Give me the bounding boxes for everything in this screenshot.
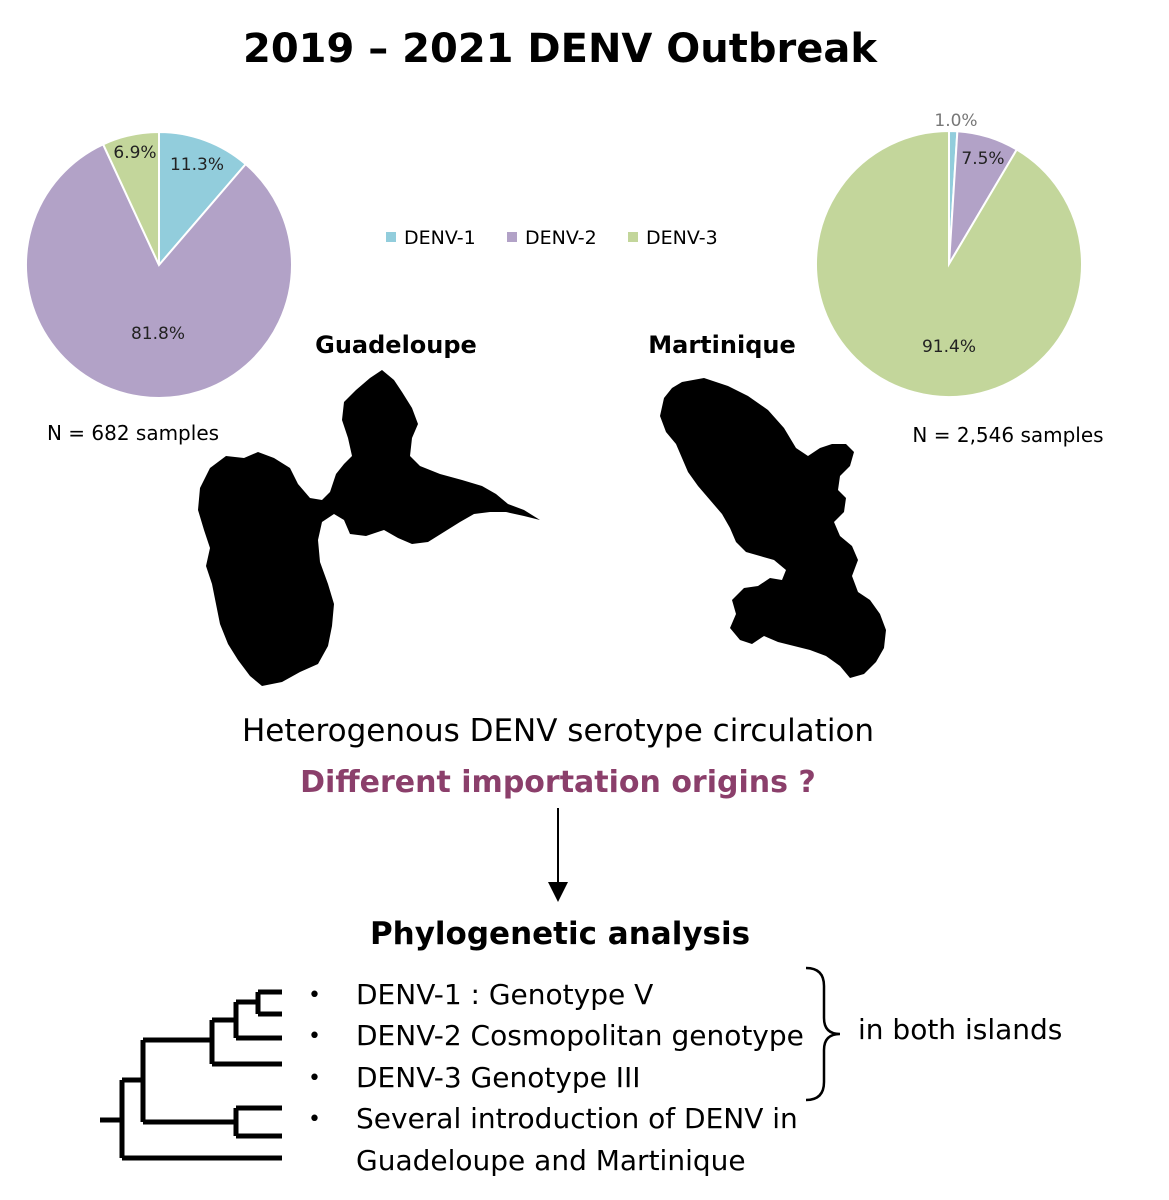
bullet-item: DENV-2 Cosmopolitan genotype (356, 1019, 804, 1052)
bullet-glyph: • (308, 1024, 321, 1049)
pie-data-label: 6.9% (113, 143, 156, 163)
bullet-glyph: • (308, 983, 321, 1008)
sample-count-martinique: N = 2,546 samples (912, 423, 1103, 447)
legend: DENV-1 DENV-2 DENV-3 (386, 227, 718, 249)
bullet-list: • DENV-1 : Genotype V • DENV-2 Cosmopoli… (308, 978, 804, 1177)
legend-swatch-denv3 (628, 232, 638, 242)
bracket-note: in both islands (858, 1013, 1062, 1046)
question-text: Different importation origins ? (300, 765, 816, 800)
bullet-item-continued: Guadeloupe and Martinique (356, 1144, 746, 1177)
legend-swatch-denv2 (507, 232, 517, 242)
legend-label-denv2: DENV-2 (525, 227, 597, 249)
guadeloupe-silhouette-icon (198, 370, 540, 686)
finding-text: Heterogenous DENV serotype circulation (242, 713, 874, 749)
bullet-item: Several introduction of DENV in (356, 1102, 798, 1135)
sample-count-guadeloupe: N = 682 samples (47, 421, 219, 445)
page-title: 2019 – 2021 DENV Outbreak (243, 26, 878, 72)
legend-label-denv1: DENV-1 (404, 227, 476, 249)
bullet-item: DENV-1 : Genotype V (356, 978, 653, 1011)
bullet-item: DENV-3 Genotype III (356, 1061, 641, 1094)
pie-data-label: 91.4% (922, 337, 976, 357)
pie-slice-denv-3 (814, 129, 1083, 398)
island-label-martinique: Martinique (648, 331, 795, 359)
pie-slice-denv-2 (24, 142, 293, 399)
pie-data-label: 1.0% (934, 111, 977, 131)
pie-data-label: 81.8% (131, 324, 185, 344)
phylogenetic-tree-icon (100, 989, 282, 1161)
pie-chart-martinique: 1.0% 7.5% 91.4% (814, 111, 1083, 398)
pie-data-label: 11.3% (170, 155, 224, 175)
curly-brace-icon (805, 966, 841, 1102)
pie-chart-guadeloupe: 11.3% 81.8% 6.9% (24, 130, 293, 399)
bullet-glyph: • (308, 1066, 321, 1091)
pie-slice-denv-3 (101, 130, 160, 266)
legend-swatch-denv1 (386, 232, 396, 242)
legend-label-denv3: DENV-3 (646, 227, 718, 249)
pie-slice-denv-1 (158, 130, 248, 268)
martinique-silhouette-icon (660, 378, 886, 678)
island-label-guadeloupe: Guadeloupe (315, 331, 477, 359)
analysis-title: Phylogenetic analysis (370, 916, 750, 952)
bullet-glyph: • (308, 1107, 321, 1132)
pie-data-label: 7.5% (961, 149, 1004, 169)
